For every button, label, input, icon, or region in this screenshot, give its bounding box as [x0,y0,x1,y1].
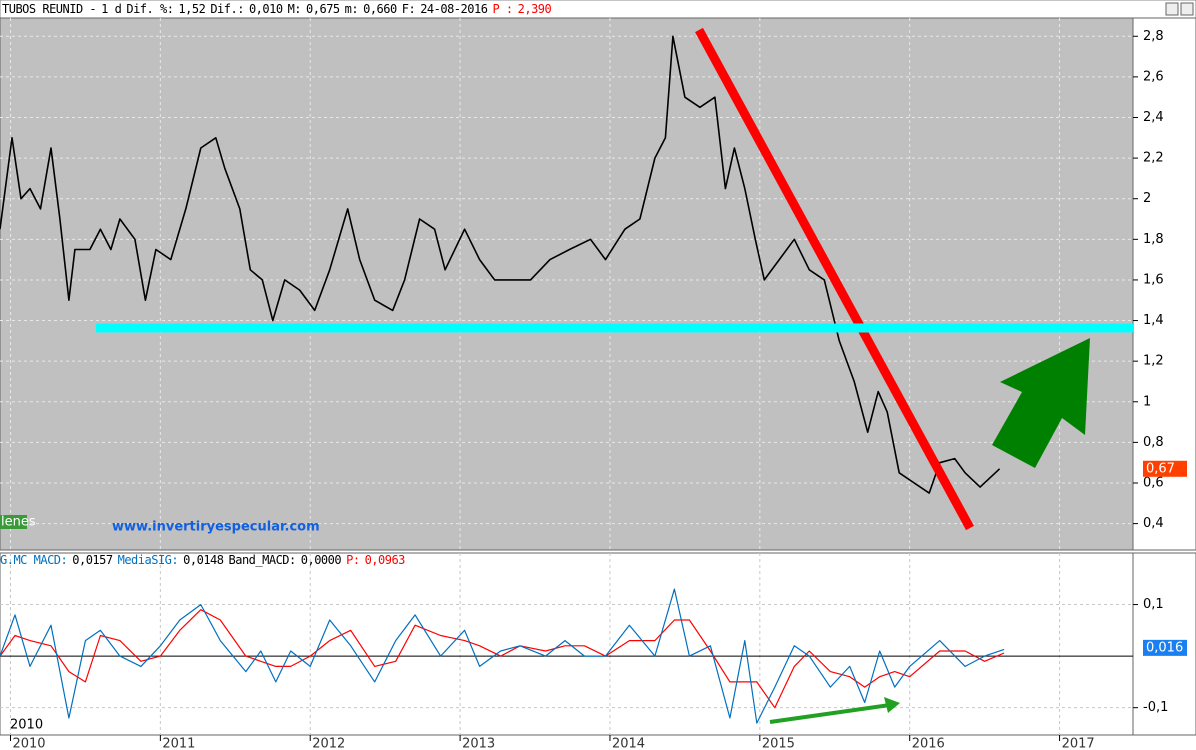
data-line [0,609,1005,709]
header-item: M: [287,2,302,16]
y-tick-label: 1 [1143,394,1151,409]
header-item: 0,0000 [300,553,342,567]
y-tick-label: -0,1 [1143,700,1168,715]
data-line [0,588,1005,724]
y-tick-label: 0,8 [1143,435,1164,450]
divergence-head [884,697,900,713]
last-value-tag [1143,639,1187,656]
y-tick-label: 0,6 [1143,475,1164,490]
header-item: TUBOS REUNID - [2,2,97,16]
window-button[interactable] [1180,2,1194,16]
header-item: Dif.: [210,2,244,16]
header-item: MediaSIG: [117,553,179,567]
y-tick-label: 2,2 [1143,151,1164,166]
last-value-tag [1143,460,1187,477]
window-button[interactable] [1165,2,1179,16]
header-item: 0,010 [248,2,283,16]
x-tick-label: 2015 [762,737,795,750]
header-item: 0,675 [306,2,340,16]
y-tick-label: 1,4 [1143,313,1164,328]
header-item: 1 d [101,2,122,16]
x-tick-label: 2014 [612,737,645,750]
y-tick-label: 2,6 [1143,69,1164,84]
header-item: 0,0148 [183,553,224,567]
header-item: Dif. %: [126,2,174,16]
header-item: G.MC MACD: [0,553,68,567]
watermark: www.invertiryespecular.com [112,520,320,535]
panel-year-label: 2010 [10,718,43,733]
indicator-header: G.MC MACD: 0,0157 MediaSIG: 0,0148 Band_MACD… [0,553,410,567]
y-tick-label: 2 [1143,191,1151,206]
header-item: 2,390 [517,2,552,16]
header-item: 0,0963 [364,553,406,567]
header-item: m: [344,2,359,16]
header-item: P : [492,2,513,16]
x-tick-label: 2012 [312,737,345,750]
last-value-label: 0,016 [1146,640,1183,655]
y-tick-label: 1,8 [1143,232,1164,247]
plot-area [0,552,1134,736]
y-tick-label: 2,8 [1143,29,1164,44]
x-tick-label: 2017 [1062,737,1095,750]
y-tick-label: 2,4 [1143,110,1164,125]
x-tick-label: 2016 [912,737,945,750]
data-line [0,35,1001,494]
y-tick-label: 0,4 [1143,516,1164,531]
y-tick-label: 1,6 [1143,272,1164,287]
x-tick-label: 2010 [12,737,45,750]
volume-tag: lenes [1,515,36,530]
volume-tag-box [0,515,27,529]
y-tick-label: 0,1 [1143,597,1164,612]
price-header: TUBOS REUNID - 1 d Dif. %: 1,52 Dif.: 0,010 M:… [2,2,556,16]
last-value-label: 0,67 [1146,461,1175,476]
header-item: Band_MACD: [228,553,297,567]
header-item: 0,0157 [72,553,113,567]
up-arrow [992,338,1090,468]
divergence-line [769,703,891,724]
header-item: P: [346,553,360,567]
y-tick-label: 1,2 [1143,354,1164,369]
header-item: 0,660 [363,2,397,16]
x-tick-label: 2011 [162,737,195,750]
x-tick-label: 2013 [462,737,495,750]
trend-line [695,27,974,531]
header-item: F: [401,2,416,16]
header-item: 24-08-2016 [420,2,488,16]
header-item: 1,52 [178,2,206,16]
